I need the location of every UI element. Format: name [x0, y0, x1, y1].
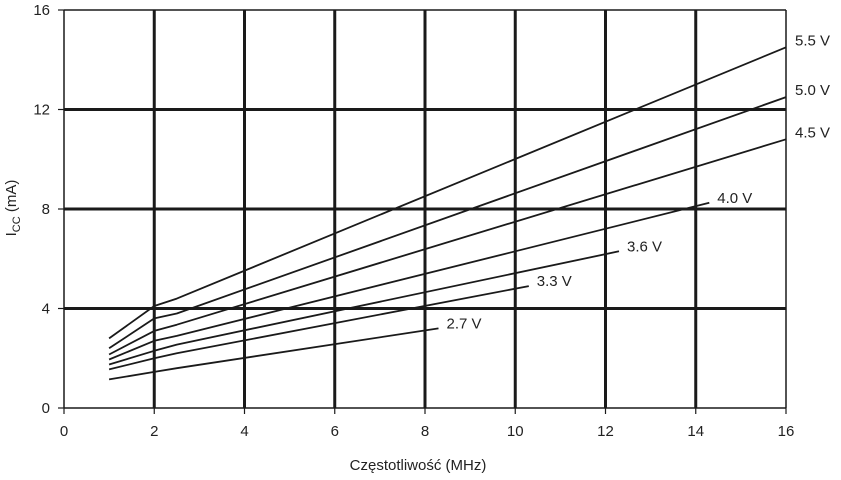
series-label: 4.5 V — [795, 124, 830, 141]
series-line — [108, 285, 529, 371]
series-lines — [108, 46, 787, 381]
x-tick-label: 8 — [421, 423, 429, 440]
x-tick-label: 4 — [240, 423, 248, 440]
series-label: 4.0 V — [717, 190, 752, 207]
y-axis-title: ICC (mA) — [3, 180, 23, 237]
tick-labels: 0 2 4 6 8 10 12 14 16 0 4 8 12 16 — [33, 2, 794, 440]
y-axis-title-unit: (mA) — [3, 180, 20, 217]
series-line — [108, 201, 710, 361]
series-line — [108, 327, 439, 381]
series-label: 3.3 V — [537, 273, 572, 290]
series-line — [108, 138, 787, 356]
series-label: 3.6 V — [627, 238, 662, 255]
y-axis-title-subscript: CC — [11, 216, 23, 232]
series-label: 5.0 V — [795, 82, 830, 99]
series-labels: 5.5 V 5.0 V 4.5 V 4.0 V 3.6 V 3.3 V 2.7 V — [447, 32, 830, 332]
y-tick-label: 16 — [33, 2, 50, 19]
x-tick-label: 10 — [507, 423, 524, 440]
x-tick-label: 14 — [687, 423, 704, 440]
series-line — [108, 250, 620, 366]
series-line — [108, 96, 787, 350]
x-tick-label: 6 — [331, 423, 339, 440]
x-tick-label: 2 — [150, 423, 158, 440]
y-tick-label: 12 — [33, 102, 50, 119]
x-tick-label: 0 — [60, 423, 68, 440]
x-tick-label: 12 — [597, 423, 614, 440]
y-axis-title-main: I — [3, 232, 20, 236]
x-tick-label: 16 — [778, 423, 795, 440]
y-tick-label: 8 — [42, 201, 50, 218]
x-axis-title: Częstotliwość (MHz) — [350, 457, 487, 474]
series-label: 2.7 V — [447, 315, 482, 332]
series-label: 5.5 V — [795, 32, 830, 49]
y-tick-label: 4 — [42, 301, 50, 318]
series-line — [108, 46, 787, 340]
grid — [58, 9, 787, 414]
y-tick-label: 0 — [42, 400, 50, 417]
